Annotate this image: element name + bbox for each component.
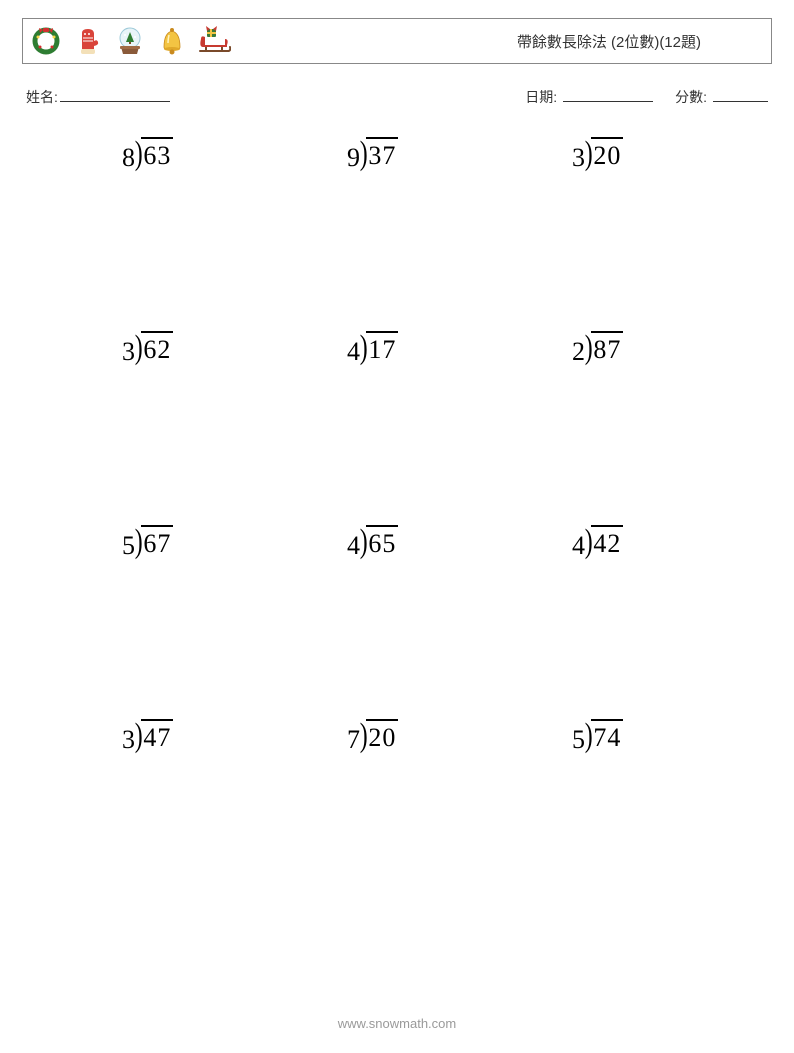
dividend: 65 <box>366 525 398 557</box>
problem-9: 4 ) 42 <box>572 525 692 559</box>
problem-12: 5 ) 74 <box>572 719 692 753</box>
problem-5: 4 ) 17 <box>347 331 467 365</box>
division-paren: ) <box>585 335 593 361</box>
problem-11: 7 ) 20 <box>347 719 467 753</box>
info-row: 姓名: 日期: 分數: <box>22 86 772 107</box>
divisor: 7 <box>347 719 360 753</box>
dividend: 63 <box>141 137 173 169</box>
dividend: 67 <box>141 525 173 557</box>
sleigh-icon <box>197 24 231 58</box>
snowglobe-icon <box>113 24 147 58</box>
problem-2: 9 ) 37 <box>347 137 467 171</box>
division-paren: ) <box>360 723 368 749</box>
dividend: 37 <box>366 137 398 169</box>
divisor: 4 <box>347 525 360 559</box>
division-paren: ) <box>360 529 368 555</box>
score-blank <box>713 86 768 102</box>
divisor: 5 <box>572 719 585 753</box>
problem-1: 8 ) 63 <box>122 137 242 171</box>
divisor: 3 <box>122 719 135 753</box>
problems-grid: 8 ) 63 9 ) 37 3 ) 20 3 ) 62 4 <box>22 137 772 753</box>
dividend: 42 <box>591 525 623 557</box>
divisor: 5 <box>122 525 135 559</box>
divisor: 3 <box>572 137 585 171</box>
divisor: 4 <box>572 525 585 559</box>
division-paren: ) <box>585 529 593 555</box>
division-paren: ) <box>360 141 368 167</box>
mitten-icon <box>71 24 105 58</box>
problem-8: 4 ) 65 <box>347 525 467 559</box>
division-paren: ) <box>135 335 143 361</box>
header-box: 帶餘數長除法 (2位數)(12題) <box>22 18 772 64</box>
divisor: 3 <box>122 331 135 365</box>
dividend: 74 <box>591 719 623 751</box>
dividend: 62 <box>141 331 173 363</box>
dividend: 20 <box>366 719 398 751</box>
problem-7: 5 ) 67 <box>122 525 242 559</box>
date-blank <box>563 86 653 102</box>
problem-3: 3 ) 20 <box>572 137 692 171</box>
dividend: 87 <box>591 331 623 363</box>
problem-4: 3 ) 62 <box>122 331 242 365</box>
divisor: 4 <box>347 331 360 365</box>
division-paren: ) <box>135 723 143 749</box>
division-paren: ) <box>585 723 593 749</box>
division-paren: ) <box>585 141 593 167</box>
wreath-icon <box>29 24 63 58</box>
divisor: 2 <box>572 331 585 365</box>
header-icons <box>29 24 231 58</box>
dividend: 20 <box>591 137 623 169</box>
divisor: 9 <box>347 137 360 171</box>
problem-10: 3 ) 47 <box>122 719 242 753</box>
division-paren: ) <box>360 335 368 361</box>
bell-icon <box>155 24 189 58</box>
divisor: 8 <box>122 137 135 171</box>
date-label: 日期: <box>525 87 557 107</box>
name-blank <box>60 86 170 102</box>
problem-6: 2 ) 87 <box>572 331 692 365</box>
score-label: 分數: <box>675 87 707 107</box>
dividend: 47 <box>141 719 173 751</box>
name-label: 姓名: <box>26 87 58 107</box>
footer-url: www.snowmath.com <box>0 1016 794 1031</box>
division-paren: ) <box>135 529 143 555</box>
dividend: 17 <box>366 331 398 363</box>
division-paren: ) <box>135 141 143 167</box>
worksheet-title: 帶餘數長除法 (2位數)(12題) <box>517 31 761 52</box>
